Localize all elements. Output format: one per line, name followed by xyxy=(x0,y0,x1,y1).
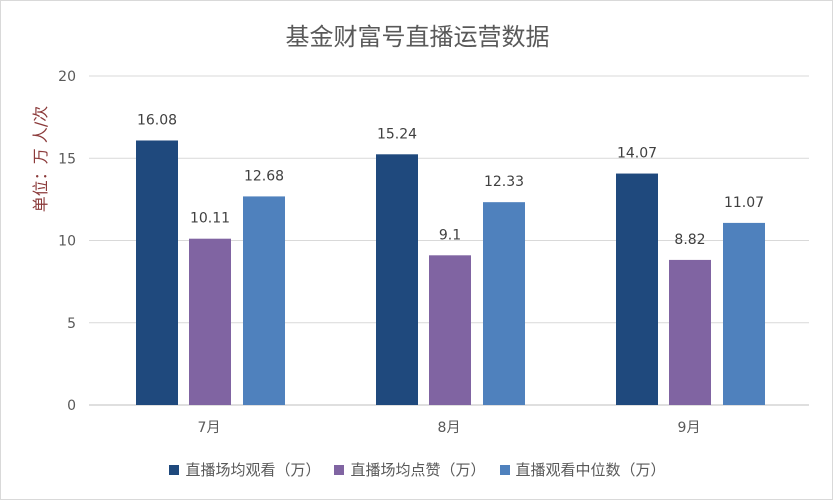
bar xyxy=(429,255,471,405)
legend-swatch xyxy=(499,464,510,475)
legend-swatch xyxy=(334,464,345,475)
bar xyxy=(243,196,285,405)
bar xyxy=(669,259,711,405)
y-tick-label: 5 xyxy=(67,316,76,332)
data-label: 8.82 xyxy=(674,232,705,248)
data-label: 15.24 xyxy=(377,126,417,142)
x-tick-label: 8月 xyxy=(438,420,461,436)
bar xyxy=(616,173,658,405)
bar xyxy=(136,140,178,405)
data-label: 10.11 xyxy=(190,211,230,227)
legend-label: 直播观看中位数（万） xyxy=(515,461,666,479)
legend-item: 直播场均点赞（万） xyxy=(334,459,486,480)
legend-item: 直播观看中位数（万） xyxy=(499,459,666,480)
x-tick-label: 9月 xyxy=(678,420,701,436)
y-tick-label: 0 xyxy=(67,398,76,414)
y-tick-label: 15 xyxy=(58,151,76,167)
legend-label: 直播场均观看（万） xyxy=(185,461,321,479)
y-tick-label: 20 xyxy=(58,69,76,85)
x-tick-label: 7月 xyxy=(198,420,221,436)
chart-title: 基金财富号直播运营数据 xyxy=(285,23,550,51)
bar xyxy=(723,222,765,405)
data-label: 14.07 xyxy=(617,146,657,162)
legend-label: 直播场均点赞（万） xyxy=(350,461,486,479)
bar xyxy=(189,238,231,405)
data-label: 9.1 xyxy=(439,227,461,243)
bar xyxy=(483,202,525,405)
bar xyxy=(376,154,418,405)
data-label: 12.33 xyxy=(484,174,524,190)
y-tick-label: 10 xyxy=(58,234,76,250)
data-label: 11.07 xyxy=(724,195,764,211)
legend-item: 直播场均观看（万） xyxy=(169,459,320,480)
legend: 直播场均观看（万） 直播场均点赞（万） 直播观看中位数（万） xyxy=(1,459,833,480)
legend-swatch xyxy=(169,464,180,475)
data-label: 16.08 xyxy=(137,112,177,128)
data-label: 12.68 xyxy=(244,168,284,184)
